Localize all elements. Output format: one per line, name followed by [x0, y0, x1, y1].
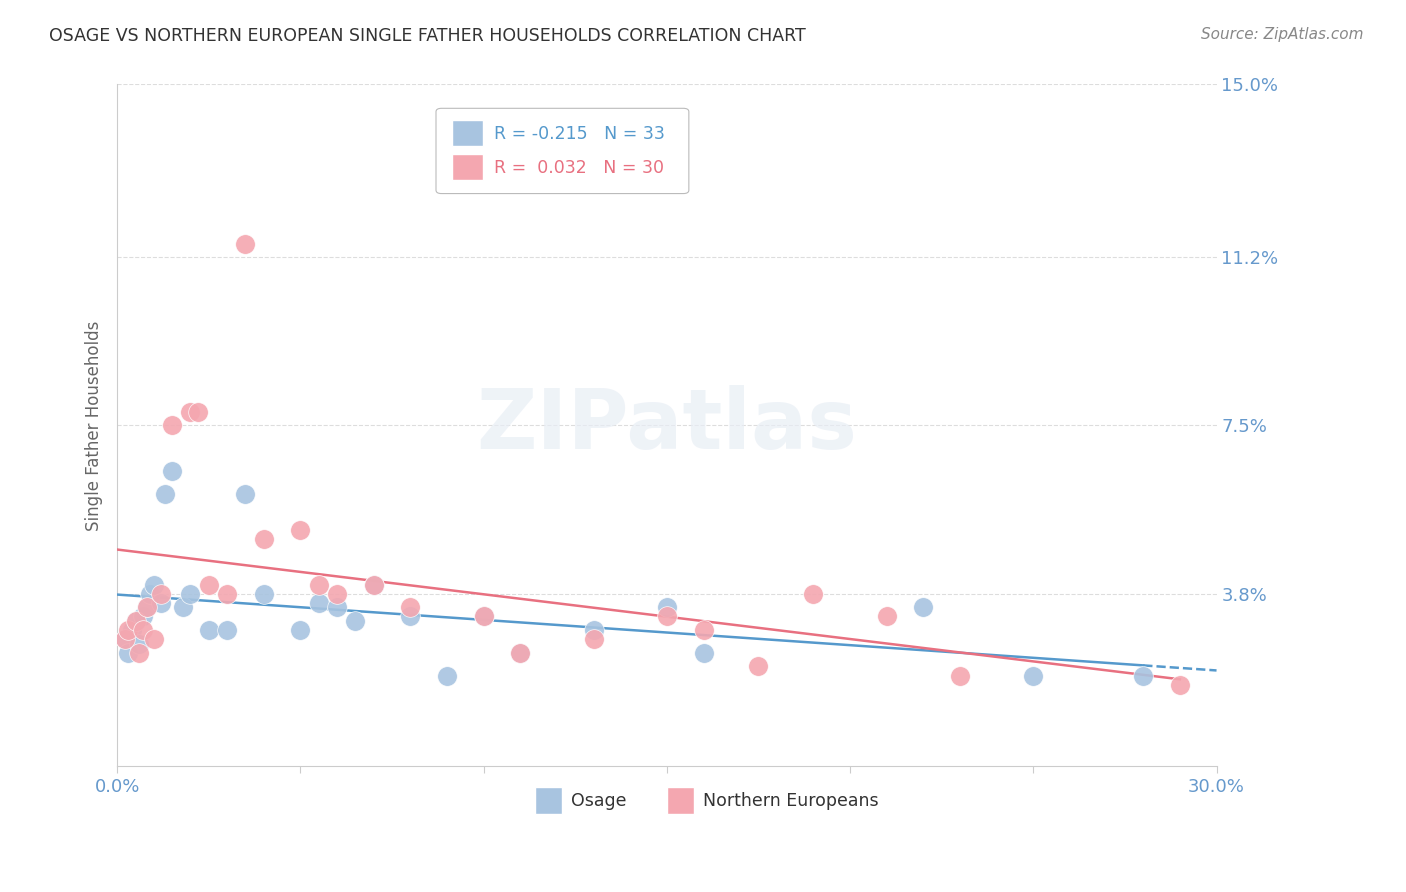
- Point: [290, 623, 312, 637]
- Point: [179, 405, 201, 419]
- Point: [472, 609, 495, 624]
- Point: [363, 577, 385, 591]
- Point: [142, 632, 165, 647]
- Text: R =  0.032   N = 30: R = 0.032 N = 30: [495, 160, 664, 178]
- Point: [132, 623, 155, 637]
- Point: [150, 596, 173, 610]
- Point: [114, 632, 136, 647]
- Point: [344, 614, 367, 628]
- Point: [1132, 668, 1154, 682]
- Point: [198, 577, 221, 591]
- Point: [253, 587, 276, 601]
- Point: [179, 587, 201, 601]
- Point: [217, 623, 239, 637]
- Bar: [666, 787, 695, 814]
- Point: [128, 646, 150, 660]
- Point: [692, 623, 714, 637]
- Point: [326, 600, 349, 615]
- Point: [217, 587, 239, 601]
- Point: [290, 523, 312, 537]
- Point: [187, 405, 209, 419]
- Text: Osage: Osage: [571, 791, 627, 810]
- Bar: [453, 120, 484, 145]
- Point: [235, 486, 257, 500]
- Point: [253, 532, 276, 546]
- Text: Source: ZipAtlas.com: Source: ZipAtlas.com: [1201, 27, 1364, 42]
- Point: [124, 614, 146, 628]
- Point: [509, 646, 531, 660]
- Point: [582, 632, 605, 647]
- Point: [803, 587, 825, 601]
- Point: [198, 623, 221, 637]
- Point: [876, 609, 898, 624]
- FancyBboxPatch shape: [436, 108, 689, 194]
- Point: [747, 659, 769, 673]
- Point: [117, 623, 139, 637]
- Y-axis label: Single Father Households: Single Father Households: [86, 320, 103, 531]
- Point: [153, 486, 176, 500]
- Point: [363, 577, 385, 591]
- Point: [135, 600, 157, 615]
- Text: R = -0.215   N = 33: R = -0.215 N = 33: [495, 125, 665, 144]
- Bar: [534, 787, 562, 814]
- Point: [1022, 668, 1045, 682]
- Point: [121, 623, 143, 637]
- Text: ZIPatlas: ZIPatlas: [477, 385, 858, 466]
- Point: [692, 646, 714, 660]
- Point: [114, 632, 136, 647]
- Point: [949, 668, 972, 682]
- Point: [399, 600, 422, 615]
- Point: [142, 577, 165, 591]
- Point: [135, 600, 157, 615]
- Point: [308, 577, 330, 591]
- Point: [509, 646, 531, 660]
- Point: [117, 646, 139, 660]
- Point: [132, 609, 155, 624]
- Point: [399, 609, 422, 624]
- Point: [655, 609, 678, 624]
- Point: [655, 600, 678, 615]
- Point: [172, 600, 194, 615]
- Text: Northern Europeans: Northern Europeans: [703, 791, 879, 810]
- Point: [160, 418, 183, 433]
- Point: [150, 587, 173, 601]
- Point: [139, 587, 162, 601]
- Point: [912, 600, 935, 615]
- Bar: [453, 154, 484, 180]
- Point: [124, 614, 146, 628]
- Point: [128, 637, 150, 651]
- Point: [582, 623, 605, 637]
- Point: [326, 587, 349, 601]
- Point: [1168, 678, 1191, 692]
- Point: [160, 464, 183, 478]
- Point: [436, 668, 458, 682]
- Point: [472, 609, 495, 624]
- Point: [308, 596, 330, 610]
- Point: [235, 236, 257, 251]
- Text: OSAGE VS NORTHERN EUROPEAN SINGLE FATHER HOUSEHOLDS CORRELATION CHART: OSAGE VS NORTHERN EUROPEAN SINGLE FATHER…: [49, 27, 806, 45]
